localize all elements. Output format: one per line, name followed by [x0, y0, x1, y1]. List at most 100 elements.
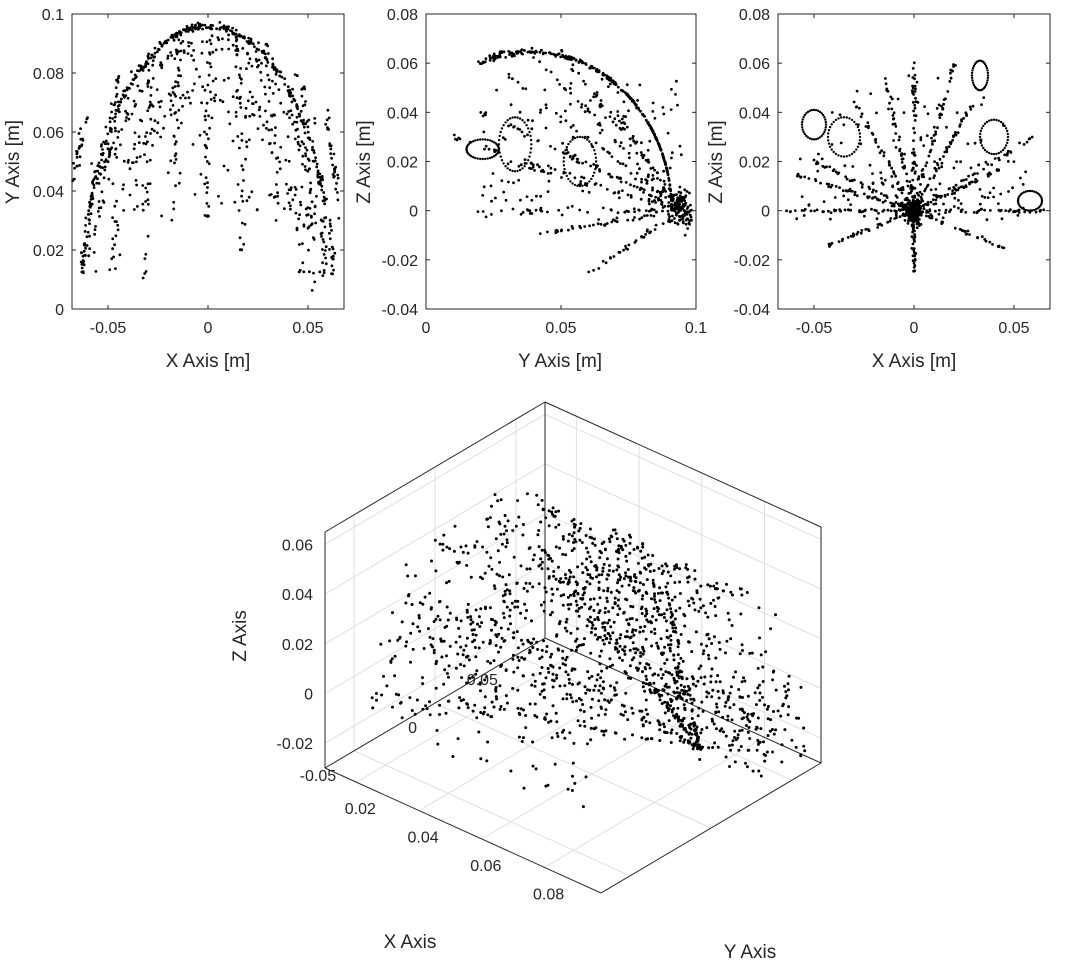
data-point — [583, 685, 587, 689]
data-point — [682, 221, 685, 225]
data-point — [517, 515, 521, 519]
data-point — [937, 166, 941, 170]
data-point — [442, 533, 446, 537]
data-point — [469, 618, 473, 622]
data-point — [800, 195, 804, 199]
data-point — [599, 551, 603, 555]
data-point — [644, 682, 648, 686]
data-point — [505, 529, 508, 533]
data-point — [901, 186, 905, 189]
data-point — [648, 139, 652, 143]
data-point — [595, 678, 599, 682]
data-point — [509, 769, 513, 773]
data-point — [201, 27, 205, 31]
data-point — [488, 641, 492, 645]
data-point — [940, 161, 944, 165]
data-point — [457, 626, 461, 630]
data-point — [924, 187, 928, 191]
data-point — [502, 124, 505, 127]
data-point — [380, 693, 384, 697]
data-point — [145, 190, 149, 194]
data-point — [669, 704, 672, 708]
data-point — [880, 149, 883, 153]
data-point — [203, 23, 207, 27]
data-point — [268, 142, 272, 145]
data-point — [320, 188, 324, 192]
data-point — [528, 567, 532, 571]
data-point — [330, 156, 333, 160]
data-point — [985, 218, 989, 222]
data-point — [434, 686, 438, 690]
data-point — [126, 96, 130, 100]
data-point — [207, 137, 210, 141]
data-point — [999, 150, 1003, 153]
data-point — [304, 207, 308, 211]
data-point — [492, 584, 496, 588]
data-point — [586, 550, 590, 554]
data-point — [890, 175, 894, 178]
data-point — [941, 220, 944, 224]
data-point — [633, 140, 637, 144]
data-point — [663, 725, 666, 729]
data-point — [431, 637, 435, 641]
data-point — [88, 200, 91, 204]
data-point — [806, 110, 810, 114]
data-point — [601, 621, 605, 625]
data-point — [725, 639, 729, 643]
data-point — [543, 88, 547, 92]
data-point — [600, 128, 604, 132]
data-point — [1042, 208, 1046, 212]
data-point — [884, 82, 888, 86]
data-point — [244, 116, 247, 119]
data-point — [268, 86, 272, 89]
data-point — [920, 173, 924, 177]
data-point — [976, 172, 979, 175]
data-point — [832, 150, 835, 154]
data-point — [84, 216, 88, 220]
data-point — [680, 697, 684, 701]
data-point — [642, 649, 646, 653]
data-point — [563, 152, 566, 156]
data-point — [193, 82, 196, 86]
data-point — [116, 100, 120, 104]
data-point — [478, 62, 482, 65]
data-point — [488, 606, 492, 610]
data-point — [103, 160, 106, 164]
data-point — [516, 116, 519, 119]
data-point — [149, 117, 153, 121]
data-point — [604, 729, 608, 733]
data-point — [187, 96, 191, 100]
data-point — [114, 147, 118, 151]
data-point — [682, 703, 686, 707]
data-point — [651, 188, 654, 192]
data-point — [615, 220, 619, 224]
data-point — [567, 177, 570, 181]
data-point — [985, 81, 989, 85]
data-point — [672, 707, 676, 711]
data-point — [408, 696, 412, 700]
data-point — [336, 173, 340, 177]
data-point — [108, 268, 112, 272]
data-point — [186, 52, 190, 55]
data-point — [279, 70, 283, 74]
data-point — [856, 145, 860, 148]
data-point — [617, 190, 621, 194]
data-point — [662, 612, 666, 616]
data-point — [651, 101, 655, 105]
data-point — [762, 740, 765, 744]
data-point — [971, 173, 975, 177]
y-tick-label: 0.06 — [470, 858, 501, 875]
data-point — [648, 721, 652, 725]
data-point — [575, 581, 579, 585]
box-edge — [324, 767, 602, 894]
data-point — [694, 630, 698, 634]
data-point — [114, 129, 117, 133]
data-point — [617, 573, 621, 577]
data-point — [900, 153, 904, 157]
data-point — [617, 548, 621, 552]
data-point — [494, 196, 497, 200]
data-point — [533, 679, 537, 683]
data-point — [321, 248, 324, 251]
data-point — [623, 670, 627, 674]
data-point — [87, 209, 91, 213]
